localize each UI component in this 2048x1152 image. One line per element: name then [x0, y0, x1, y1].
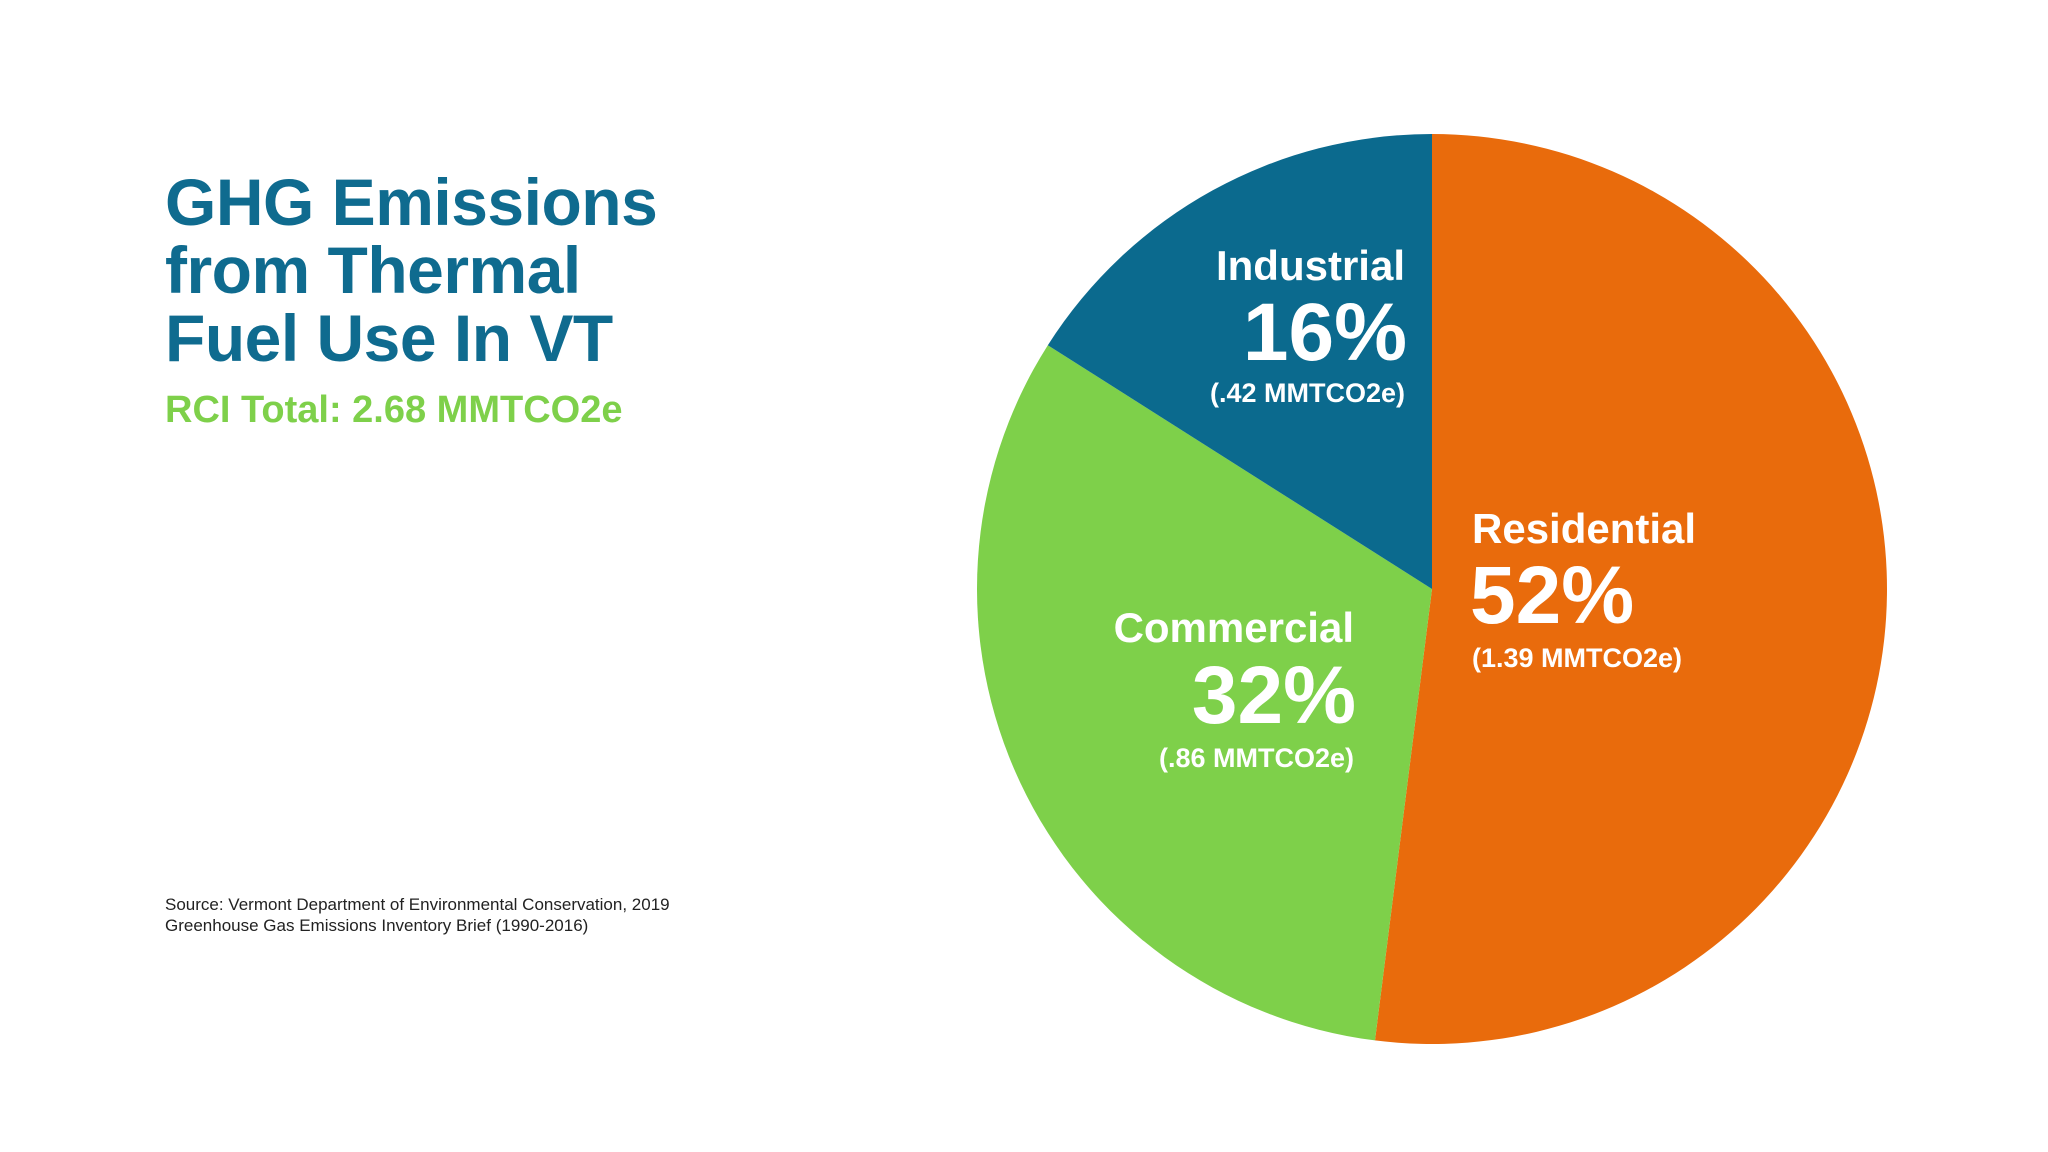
pie-slice-commercial	[976, 345, 1432, 1041]
chart-subtitle: RCI Total: 2.68 MMTCO2e	[165, 389, 623, 431]
chart-title: GHG Emissions from Thermal Fuel Use In V…	[165, 168, 785, 372]
title-line-1: GHG Emissions	[165, 165, 658, 239]
industrial-label-group: Industrial 16% (.42 MMTCO2e)	[1210, 242, 1407, 408]
pie-slice-industrial	[1047, 134, 1432, 589]
source-note: Source: Vermont Department of Environmen…	[165, 894, 805, 936]
title-line-3: Fuel Use In VT	[165, 301, 613, 375]
commercial-percent-label: 32%	[1192, 650, 1356, 741]
source-line-2: Greenhouse Gas Emissions Inventory Brief…	[165, 916, 589, 935]
title-line-2: from Thermal	[165, 233, 581, 307]
residential-percent-label: 52%	[1470, 550, 1634, 641]
industrial-percent-label: 16%	[1243, 287, 1407, 378]
residential-value-label: (1.39 MMTCO2e)	[1472, 643, 1682, 673]
residential-label-group: Residential 52% (1.39 MMTCO2e)	[1470, 505, 1696, 673]
industrial-label: Industrial	[1216, 242, 1405, 289]
source-line-1: Source: Vermont Department of Environmen…	[165, 895, 670, 914]
commercial-value-label: (.86 MMTCO2e)	[1159, 743, 1354, 773]
commercial-label: Commercial	[1114, 604, 1354, 651]
pie-slices	[976, 134, 1887, 1044]
pie-slice-residential	[1374, 134, 1887, 1044]
residential-label: Residential	[1472, 505, 1696, 552]
industrial-value-label: (.42 MMTCO2e)	[1210, 378, 1405, 408]
commercial-label-group: Commercial 32% (.86 MMTCO2e)	[1114, 604, 1356, 773]
